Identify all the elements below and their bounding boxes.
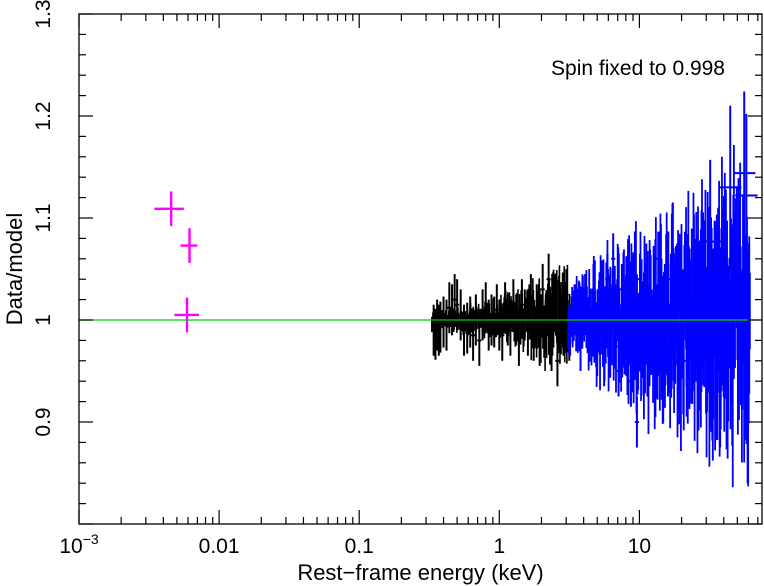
y-tick-label: 1 — [32, 314, 55, 326]
y-tick-label: 1.1 — [32, 203, 55, 232]
x-tick-label: 0.01 — [199, 535, 240, 558]
data-series-layer — [154, 91, 758, 488]
x-tick-labels: 10−3 0.01 0.1 1 10 — [59, 531, 651, 558]
plot-frame — [78, 13, 763, 525]
series-group — [154, 191, 200, 333]
x-tick-label: 0.1 — [345, 535, 374, 558]
y-tick-label: 1.2 — [32, 101, 55, 130]
x-tick-label: 1 — [493, 535, 505, 558]
y-tick-label: 0.9 — [32, 407, 55, 436]
series-group — [431, 253, 572, 387]
spin-annotation: Spin fixed to 0.998 — [551, 57, 725, 80]
y-tick-label: 1.3 — [32, 0, 55, 29]
series-group — [567, 91, 758, 488]
x-axis-title: Rest−frame energy (keV) — [297, 560, 543, 585]
x-tick-label: 10 — [628, 535, 651, 558]
y-axis-title: Data/model — [2, 213, 27, 326]
y-tick-labels: 0.9 1 1.1 1.2 1.3 — [32, 0, 55, 437]
x-tick-label: 10−3 — [59, 531, 99, 558]
axis-ticks — [78, 13, 762, 525]
